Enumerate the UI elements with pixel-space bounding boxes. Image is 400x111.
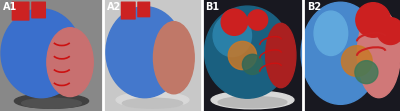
Ellipse shape <box>204 6 290 98</box>
Circle shape <box>355 61 378 84</box>
FancyBboxPatch shape <box>138 2 150 17</box>
Ellipse shape <box>314 11 348 56</box>
Bar <box>202 0 303 111</box>
Bar <box>0 0 103 111</box>
Ellipse shape <box>301 2 380 104</box>
Circle shape <box>377 18 400 45</box>
Text: A1: A1 <box>3 2 17 12</box>
Ellipse shape <box>218 97 287 108</box>
Circle shape <box>221 9 248 35</box>
Text: B1: B1 <box>205 2 219 12</box>
Ellipse shape <box>47 28 93 97</box>
Circle shape <box>248 10 268 30</box>
Circle shape <box>342 46 372 76</box>
Ellipse shape <box>106 7 184 98</box>
FancyBboxPatch shape <box>122 2 135 19</box>
Ellipse shape <box>122 98 182 108</box>
Circle shape <box>356 3 390 37</box>
Bar <box>304 0 400 111</box>
Ellipse shape <box>116 92 189 108</box>
Circle shape <box>242 54 263 74</box>
Ellipse shape <box>357 9 400 98</box>
Ellipse shape <box>1 9 81 98</box>
Text: A2: A2 <box>107 2 121 12</box>
Ellipse shape <box>213 14 252 57</box>
Ellipse shape <box>22 98 81 108</box>
FancyBboxPatch shape <box>32 2 45 18</box>
Bar <box>104 0 201 111</box>
Ellipse shape <box>266 23 296 88</box>
Text: B2: B2 <box>307 2 321 12</box>
Circle shape <box>228 41 256 70</box>
Ellipse shape <box>14 94 88 108</box>
Ellipse shape <box>154 22 194 94</box>
Ellipse shape <box>211 91 294 109</box>
FancyBboxPatch shape <box>12 2 29 20</box>
